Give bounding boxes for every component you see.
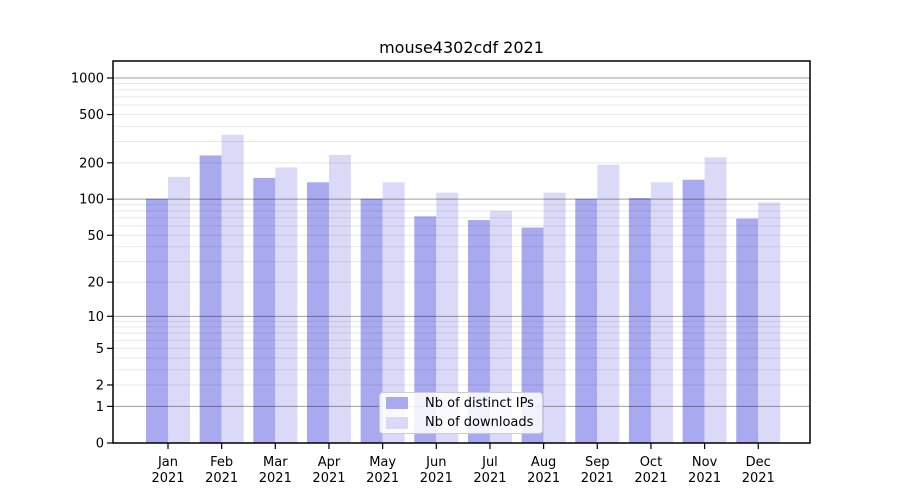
- bar-distinct-ips-dec: [736, 218, 759, 443]
- x-tick-label-nov: Nov 2021: [688, 455, 721, 486]
- bar-downloads-sep: [597, 164, 620, 444]
- bar-distinct-ips-feb: [199, 155, 222, 443]
- legend-item-downloads: Nb of downloads: [380, 415, 542, 432]
- y-tick-label-10: 10: [87, 310, 104, 325]
- x-tick-label-may: May 2021: [366, 455, 399, 486]
- bar-downloads-jun: [436, 192, 459, 443]
- bar-downloads-nov: [704, 157, 727, 443]
- legend: Nb of distinct IPs Nb of downloads: [379, 392, 543, 434]
- y-tick-label-500: 500: [79, 108, 104, 123]
- chart-title: mouse4302cdf 2021: [379, 38, 544, 57]
- x-tick-label-jan: Jan 2021: [151, 455, 184, 486]
- bar-downloads-dec: [758, 202, 781, 443]
- bar-downloads-mar: [275, 167, 298, 443]
- legend-swatch-distinct-ips: [386, 397, 408, 410]
- y-tick-label-1: 1: [96, 400, 104, 415]
- x-tick-label-apr: Apr 2021: [312, 455, 345, 486]
- x-tick-label-oct: Oct 2021: [634, 455, 667, 486]
- bar-downloads-aug: [543, 192, 566, 443]
- bar-downloads-jan: [168, 176, 190, 443]
- x-tick-label-jun: Jun 2021: [420, 455, 453, 486]
- plot-border: [112, 60, 811, 444]
- x-tick-label-aug: Aug 2021: [527, 455, 560, 486]
- bar-distinct-ips-sep: [575, 198, 598, 443]
- bar-downloads-feb: [221, 134, 244, 443]
- y-tick-label-20: 20: [87, 276, 104, 291]
- x-tick-label-sep: Sep 2021: [581, 455, 614, 486]
- bar-downloads-oct: [650, 182, 673, 443]
- y-tick-label-200: 200: [79, 156, 104, 171]
- bar-distinct-ips-oct: [628, 198, 651, 443]
- x-tick-label-mar: Mar 2021: [259, 455, 292, 486]
- x-tick-label-dec: Dec 2021: [742, 455, 775, 486]
- legend-swatch-downloads: [386, 416, 408, 429]
- bar-distinct-ips-aug: [521, 227, 544, 443]
- bar-downloads-may: [382, 182, 405, 443]
- y-tick-label-0: 0: [96, 437, 104, 452]
- y-tick-label-5: 5: [96, 342, 104, 357]
- bar-distinct-ips-jan: [146, 198, 168, 443]
- y-tick-label-2: 2: [96, 378, 104, 393]
- bar-distinct-ips-may: [360, 198, 383, 443]
- legend-label-downloads: Nb of downloads: [425, 415, 534, 431]
- bar-distinct-ips-mar: [253, 177, 276, 443]
- bar-distinct-ips-apr: [306, 182, 329, 443]
- legend-item-distinct-ips: Nb of distinct IPs: [380, 395, 542, 412]
- bar-distinct-ips-jul: [467, 220, 490, 443]
- legend-label-distinct-ips: Nb of distinct IPs: [425, 395, 534, 411]
- y-tick-label-50: 50: [87, 229, 104, 244]
- y-tick-label-100: 100: [79, 193, 104, 208]
- bar-downloads-apr: [328, 155, 351, 443]
- x-tick-label-feb: Feb 2021: [205, 455, 238, 486]
- y-tick-label-1000: 1000: [71, 71, 104, 86]
- x-tick-label-jul: Jul 2021: [473, 455, 506, 486]
- bar-distinct-ips-jun: [414, 216, 437, 443]
- bar-distinct-ips-nov: [682, 179, 705, 443]
- bar-downloads-jul: [489, 210, 512, 443]
